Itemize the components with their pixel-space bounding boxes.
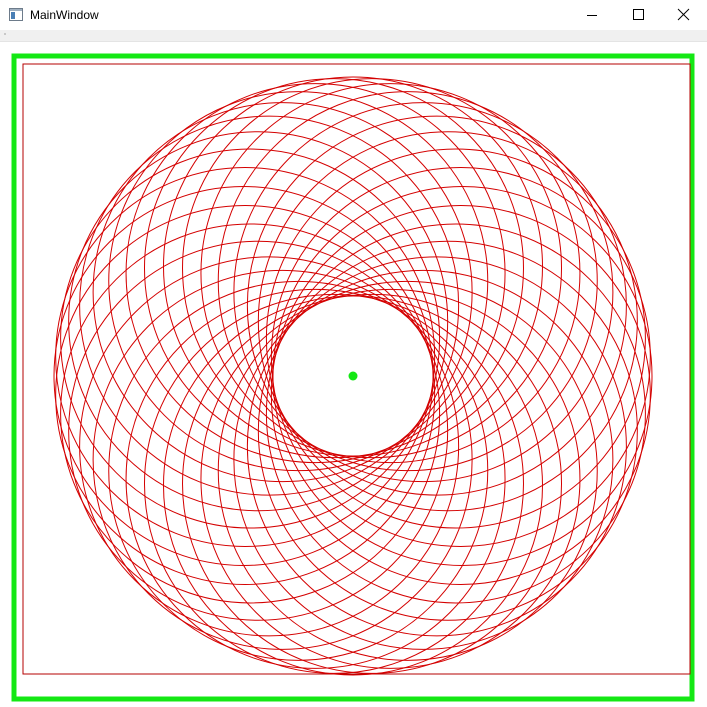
window-app-icon[interactable]: [9, 8, 23, 21]
spirograph-canvas: [11, 53, 695, 702]
spirograph-loop: [68, 131, 449, 512]
outer-green-frame: [11, 53, 695, 702]
spirograph-loop: [143, 293, 524, 674]
maximize-icon: [633, 9, 644, 20]
maximize-button[interactable]: [615, 0, 661, 30]
spirograph-loop: [60, 148, 441, 529]
spirograph-loop: [55, 205, 436, 586]
spirograph-loop: [143, 78, 524, 459]
spirograph-loop: [108, 91, 489, 472]
spirograph-loops: [53, 76, 653, 676]
spirograph-loop: [55, 166, 436, 547]
spirograph-loop: [265, 223, 646, 604]
spirograph-loop: [217, 91, 598, 472]
spirograph-loop: [257, 131, 638, 512]
spirograph-loop: [60, 223, 441, 604]
spirograph-loop: [265, 148, 646, 529]
close-button[interactable]: [661, 0, 707, 30]
menu-strip: [0, 30, 707, 42]
spirograph-loop: [92, 102, 473, 483]
menu-grip: [4, 33, 6, 35]
minimize-button[interactable]: [569, 0, 615, 30]
spirograph-loop: [182, 293, 563, 674]
spirograph-loop: [182, 78, 563, 459]
spirograph-loop: [125, 83, 506, 464]
title-bar[interactable]: MainWindow: [0, 0, 707, 30]
spirograph-loop: [200, 288, 581, 669]
minimize-icon: [587, 15, 597, 16]
spirograph-loop: [270, 205, 651, 586]
spirograph-loop: [233, 102, 614, 483]
spirograph-loop: [200, 83, 581, 464]
spirograph-loop: [246, 115, 627, 496]
spirograph-loop: [125, 288, 506, 669]
close-icon: [677, 8, 690, 21]
spirograph-loop: [270, 166, 651, 547]
center-point: [348, 371, 358, 381]
inner-border: [22, 63, 691, 675]
spirograph-loop: [79, 115, 460, 496]
drawing-canvas[interactable]: [0, 42, 707, 707]
window-title: MainWindow: [30, 8, 99, 22]
spirograph-loop: [163, 76, 543, 457]
